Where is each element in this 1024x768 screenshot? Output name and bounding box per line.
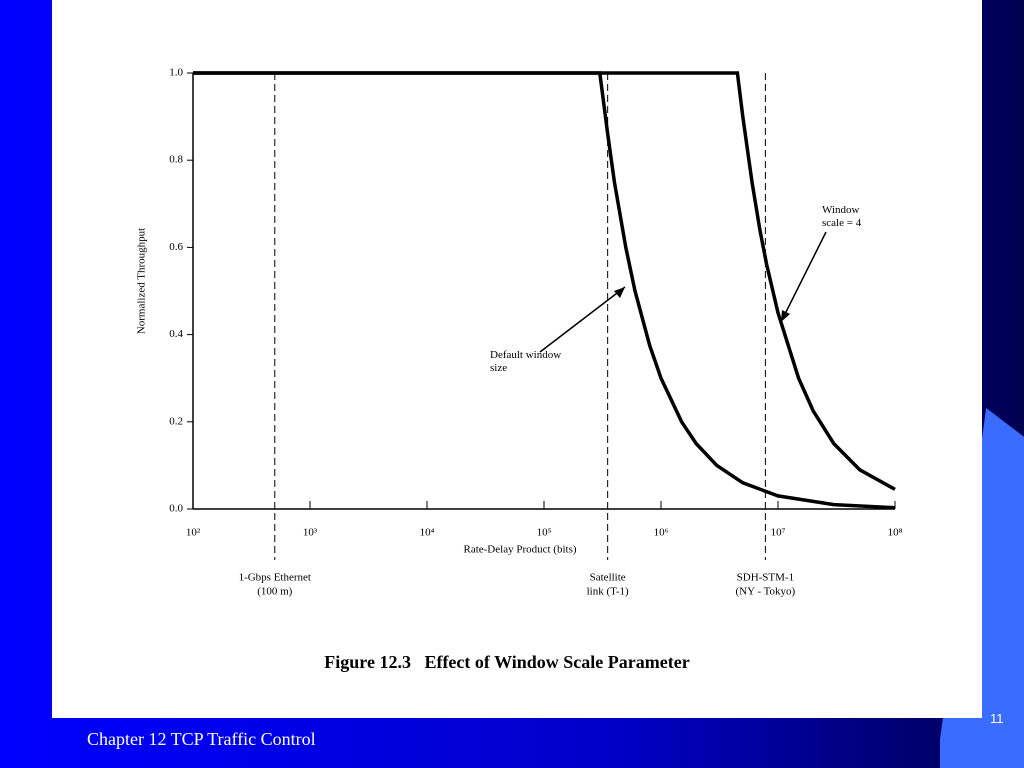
reference-label: SDH-STM-1	[737, 572, 794, 584]
y-tick-label: 0.6	[169, 241, 183, 253]
x-tick-label: 10²	[186, 527, 201, 539]
series-label: Window scale = 4	[822, 204, 862, 229]
footer: Chapter 12 TCP Traffic Control	[87, 729, 316, 749]
y-axis-label: Normalized Throughput	[136, 228, 148, 334]
x-axis-label: Rate-Delay Product (bits)	[463, 544, 576, 556]
y-tick-label: 0.2	[169, 415, 183, 427]
chart-title: Figure 12.3 Effect of Window Scale Param…	[324, 652, 689, 672]
x-tick-label: 10⁶	[654, 527, 669, 539]
x-tick-label: 10³	[303, 527, 318, 539]
x-tick-label: 10⁴	[420, 527, 435, 539]
reference-label: (NY - Tokyo)	[736, 586, 796, 598]
x-tick-label: 10⁸	[888, 527, 903, 539]
y-tick-label: 0.0	[169, 503, 183, 515]
arrow-head	[614, 287, 625, 298]
reference-label: Satellite	[590, 572, 626, 584]
y-tick-label: 0.4	[169, 328, 183, 340]
reference-label: (100 m)	[257, 586, 292, 598]
series-label: Default window size	[490, 349, 562, 374]
arrow-head	[781, 310, 790, 322]
annotation-arrow	[539, 286, 626, 353]
page-number: 11	[990, 711, 1004, 726]
x-tick-label: 10⁵	[537, 527, 552, 539]
content-panel	[52, 0, 982, 718]
x-tick-label: 10⁷	[771, 527, 786, 539]
y-tick-label: 0.8	[169, 154, 183, 166]
reference-label: 1-Gbps Ethernet	[239, 572, 311, 584]
series-line	[193, 71, 896, 510]
y-tick-label: 1.0	[169, 67, 183, 79]
series-line	[193, 71, 896, 491]
reference-label: link (T-1)	[587, 586, 629, 598]
annotation-arrow	[780, 231, 827, 323]
